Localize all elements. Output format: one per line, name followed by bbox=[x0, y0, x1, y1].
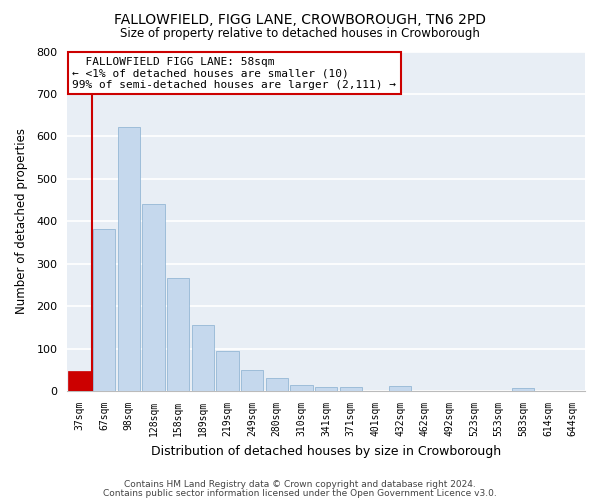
Bar bbox=[512, 388, 535, 391]
Bar bbox=[68, 371, 91, 391]
Bar bbox=[118, 127, 140, 391]
Bar bbox=[266, 378, 288, 391]
Text: Contains HM Land Registry data © Crown copyright and database right 2024.: Contains HM Land Registry data © Crown c… bbox=[124, 480, 476, 489]
Text: FALLOWFIELD FIGG LANE: 58sqm
← <1% of detached houses are smaller (10)
99% of se: FALLOWFIELD FIGG LANE: 58sqm ← <1% of de… bbox=[73, 56, 397, 90]
Bar bbox=[290, 385, 313, 391]
Bar bbox=[389, 386, 411, 391]
Y-axis label: Number of detached properties: Number of detached properties bbox=[15, 128, 28, 314]
Text: Contains public sector information licensed under the Open Government Licence v3: Contains public sector information licen… bbox=[103, 488, 497, 498]
Bar bbox=[192, 325, 214, 391]
Bar bbox=[93, 228, 115, 391]
Bar bbox=[167, 278, 189, 391]
Bar bbox=[315, 387, 337, 391]
X-axis label: Distribution of detached houses by size in Crowborough: Distribution of detached houses by size … bbox=[151, 444, 501, 458]
Bar bbox=[340, 387, 362, 391]
Text: Size of property relative to detached houses in Crowborough: Size of property relative to detached ho… bbox=[120, 28, 480, 40]
Bar bbox=[241, 370, 263, 391]
Bar bbox=[142, 204, 164, 391]
Bar bbox=[217, 351, 239, 391]
Text: FALLOWFIELD, FIGG LANE, CROWBOROUGH, TN6 2PD: FALLOWFIELD, FIGG LANE, CROWBOROUGH, TN6… bbox=[114, 12, 486, 26]
